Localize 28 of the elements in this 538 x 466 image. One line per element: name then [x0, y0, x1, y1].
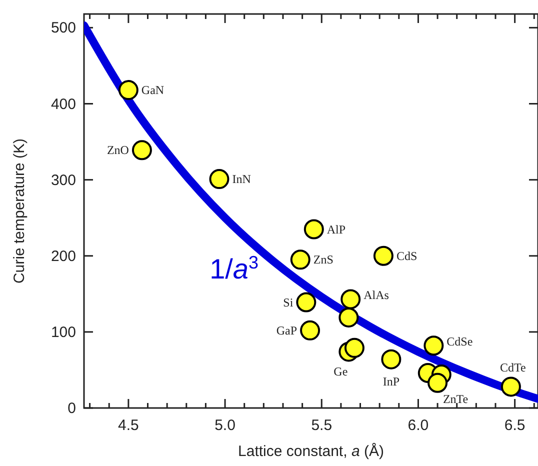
y-tick-label: 200: [50, 248, 76, 265]
y-tick-label: 100: [50, 324, 76, 341]
annotation: ZnTe: [442, 392, 468, 406]
annotation: ZnS: [313, 252, 334, 267]
x-tick-label: 5.5: [311, 417, 332, 434]
annotation: GaN: [141, 83, 164, 98]
x-axis-title: Lattice constant, a (Å): [238, 442, 384, 460]
annotation: GaP: [276, 323, 298, 338]
annotation: ZnO: [106, 143, 130, 158]
annotation: InP: [382, 374, 400, 388]
annotation: 1/a$^{3}$: [210, 252, 259, 285]
annotation: CdSe: [446, 334, 473, 349]
annotation: CdS: [396, 248, 418, 263]
annotation: AlAs: [364, 288, 390, 302]
x-tick-label: 6.5: [504, 417, 526, 434]
y-tick-label: 0: [68, 400, 76, 417]
x-tick-label: 5.0: [214, 417, 236, 434]
x-tick-label: 6.0: [408, 417, 429, 434]
y-tick-label: 500: [50, 20, 76, 37]
annotation: InN: [232, 172, 252, 186]
annotation: AlP: [326, 222, 346, 236]
y-tick-label: 300: [50, 172, 76, 189]
annotation: CdTe: [500, 360, 526, 375]
x-tick-label: 4.5: [118, 417, 139, 434]
annotation: Si: [283, 295, 294, 310]
y-axis-title: Curie temperature (K): [11, 138, 28, 284]
y-tick-label: 400: [50, 96, 76, 113]
annotation: Ge: [334, 364, 348, 379]
